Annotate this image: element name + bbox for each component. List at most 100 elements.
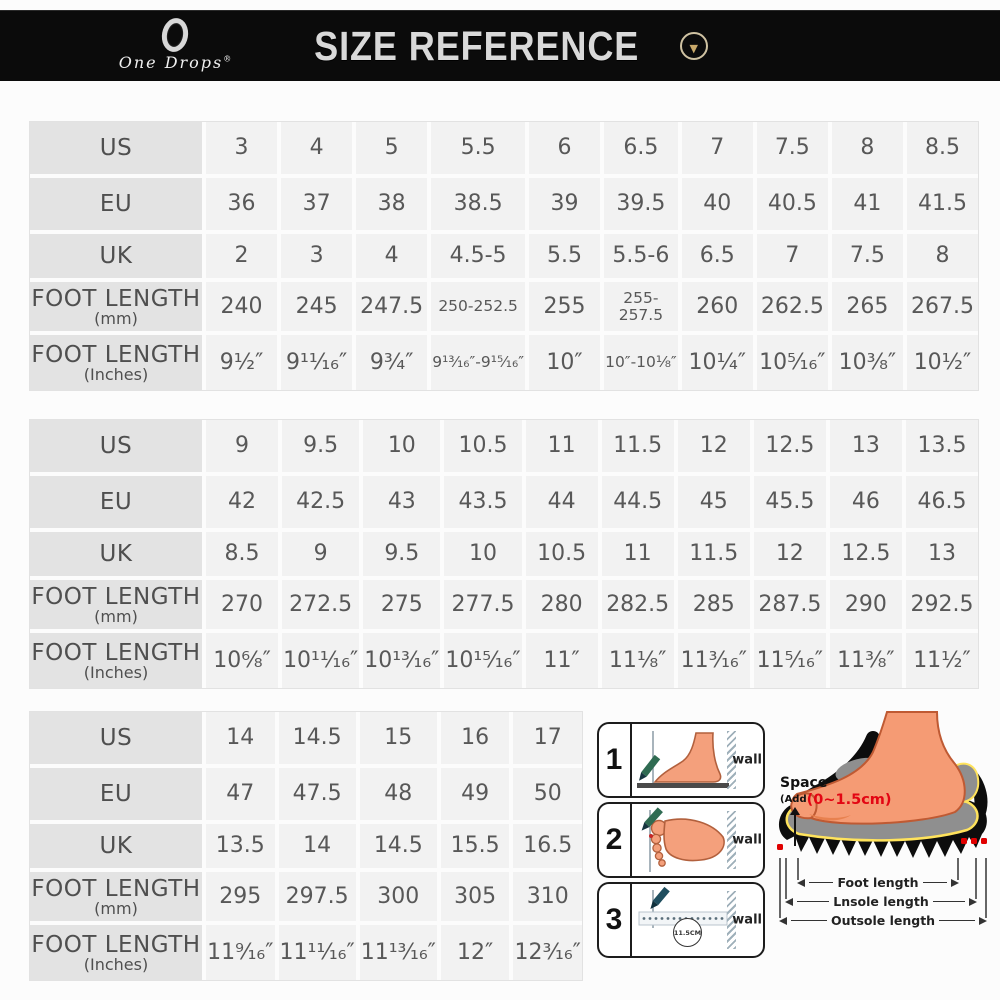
row-label-text: FOOT LENGTH bbox=[31, 583, 201, 610]
size-cell: 265 bbox=[831, 282, 903, 331]
size-cell: 9 bbox=[206, 420, 279, 472]
size-cell: 270 bbox=[206, 580, 279, 629]
row-sublabel-text: (Inches) bbox=[83, 954, 149, 974]
step-number: 3 bbox=[605, 903, 623, 936]
registered-mark: ® bbox=[223, 54, 232, 64]
size-cell: 10¹⁵⁄₁₆″ bbox=[444, 633, 522, 688]
insole-length-dimension: Lnsole length bbox=[785, 894, 977, 909]
outsole-length-dimension: Outsole length bbox=[779, 913, 988, 928]
size-cell: 3 bbox=[281, 234, 353, 278]
size-cell: 7.5 bbox=[831, 234, 903, 278]
size-cell: 305 bbox=[440, 872, 510, 921]
foot-in-shoe-illustration bbox=[778, 711, 988, 858]
size-cell: 4 bbox=[356, 234, 428, 278]
row-label-us: US bbox=[30, 420, 202, 472]
step-number: 1 bbox=[605, 743, 623, 776]
size-cell: 11.5 bbox=[677, 532, 750, 576]
row-label-foot-length: FOOT LENGTH (mm) bbox=[30, 872, 202, 921]
measure-step-2: 2 wall bbox=[597, 802, 765, 878]
size-cell: 260 bbox=[681, 282, 753, 331]
wall-label: wall bbox=[732, 912, 762, 928]
row-label-foot-length: FOOT LENGTH (Inches) bbox=[30, 335, 202, 390]
size-cell: 11 bbox=[601, 532, 674, 576]
chevron-down-icon[interactable] bbox=[679, 32, 708, 60]
wall-hatch bbox=[727, 811, 736, 869]
size-cell: 45.5 bbox=[753, 476, 826, 528]
size-cell: 13 bbox=[829, 420, 902, 472]
space-arrow-icon bbox=[790, 807, 800, 846]
size-cell: 10¹⁄₂″ bbox=[906, 335, 978, 390]
wall-hatch bbox=[727, 891, 736, 949]
step-divider bbox=[630, 804, 632, 876]
size-cell: 41.5 bbox=[906, 178, 978, 230]
red-dot bbox=[981, 838, 987, 844]
size-cell: 295 bbox=[206, 872, 275, 921]
size-cell: 14 bbox=[206, 712, 275, 764]
size-cell: 5.5 bbox=[529, 234, 601, 278]
size-cell: 16 bbox=[440, 712, 510, 764]
chevron-glyph bbox=[689, 37, 697, 56]
size-cell: 42 bbox=[206, 476, 279, 528]
size-cell: 36 bbox=[206, 178, 278, 230]
size-cell: 9¹¹⁄₁₆″ bbox=[281, 335, 353, 390]
row-label-text: FOOT LENGTH bbox=[31, 875, 201, 902]
brand-logo: One Drops® bbox=[95, 13, 255, 79]
size-cell: 6.5 bbox=[681, 234, 753, 278]
size-cell: 8 bbox=[906, 234, 978, 278]
wall-hatch bbox=[727, 731, 736, 789]
size-cell: 3 bbox=[206, 122, 278, 174]
row-label-text: FOOT LENGTH bbox=[31, 931, 201, 958]
size-cell: 8.5 bbox=[206, 532, 279, 576]
size-cell: 14.5 bbox=[278, 712, 356, 764]
step-number: 2 bbox=[605, 823, 623, 856]
row-label-text: EU bbox=[99, 191, 133, 217]
size-table-medium: US 9 9.5 10 10.5 11 11.5 12 12.5 13 13.5 EU 42 42.5 43… bbox=[30, 420, 978, 688]
row-label-foot-length: FOOT LENGTH (mm) bbox=[30, 282, 202, 331]
size-cell: 240 bbox=[206, 282, 278, 331]
size-cell: 11¹¹⁄₁₆″ bbox=[278, 925, 356, 980]
red-dot bbox=[777, 844, 783, 850]
size-cell: 10¹¹⁄₁₆″ bbox=[282, 633, 360, 688]
size-cell: 50 bbox=[513, 768, 582, 820]
wall-label: wall bbox=[732, 752, 762, 768]
size-cell: 44 bbox=[525, 476, 598, 528]
size-cell: 310 bbox=[513, 872, 582, 921]
size-cell: 245 bbox=[281, 282, 353, 331]
size-cell: 10″-10¹⁄₈″ bbox=[604, 335, 678, 390]
red-dot bbox=[971, 838, 977, 844]
size-cell: 250-252.5 bbox=[431, 282, 525, 331]
size-cell: 16.5 bbox=[513, 824, 582, 868]
size-cell: 8 bbox=[831, 122, 903, 174]
foot-length-label: Foot length bbox=[837, 875, 919, 890]
size-cell: 47 bbox=[206, 768, 275, 820]
size-cell: 300 bbox=[359, 872, 437, 921]
size-cell: 297.5 bbox=[278, 872, 356, 921]
size-cell: 13 bbox=[905, 532, 978, 576]
title-wrap: SIZE REFERENCE bbox=[0, 11, 1000, 81]
size-cell: 5.5 bbox=[431, 122, 525, 174]
brand-name-text: One Drops bbox=[118, 53, 224, 72]
size-cell: 10.5 bbox=[444, 420, 522, 472]
size-cell: 11¹³⁄₁₆″ bbox=[359, 925, 437, 980]
size-cell: 9.5 bbox=[363, 532, 441, 576]
pen-icon bbox=[641, 807, 663, 831]
size-cell: 17 bbox=[513, 712, 582, 764]
size-cell: 5.5-6 bbox=[604, 234, 678, 278]
row-label-text: FOOT LENGTH bbox=[31, 341, 201, 368]
size-cell: 46 bbox=[829, 476, 902, 528]
size-cell: 43.5 bbox=[444, 476, 522, 528]
size-cell: 9¹⁄₂″ bbox=[206, 335, 278, 390]
space-label: Space bbox=[780, 775, 828, 791]
dimension-guide bbox=[985, 858, 987, 918]
size-cell: 247.5 bbox=[356, 282, 428, 331]
size-cell: 7 bbox=[681, 122, 753, 174]
size-cell: 13.5 bbox=[206, 824, 275, 868]
size-cell: 44.5 bbox=[601, 476, 674, 528]
size-cell: 12.5 bbox=[829, 532, 902, 576]
size-cell: 39 bbox=[529, 178, 601, 230]
tape-length-badge: 11.5CM bbox=[673, 918, 702, 947]
row-sublabel-text: (mm) bbox=[94, 606, 138, 626]
size-cell: 12 bbox=[677, 420, 750, 472]
row-label-eu: EU bbox=[30, 768, 202, 820]
size-cell: 8.5 bbox=[906, 122, 978, 174]
